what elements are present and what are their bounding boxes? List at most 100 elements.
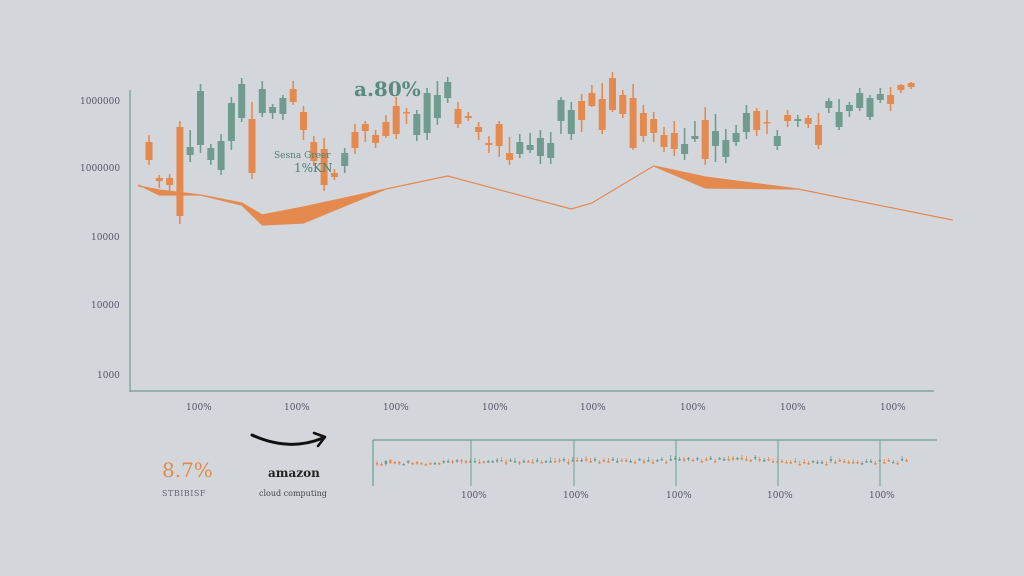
- mini-x-tick-label: 100%: [563, 491, 589, 501]
- mini-x-tick-label: 100%: [869, 491, 895, 501]
- candle-body: [753, 111, 761, 130]
- candle: [789, 460, 793, 464]
- candle: [883, 459, 886, 464]
- candle: [860, 461, 864, 465]
- main-candlestick-chart: 1000000 1000000 10000 10000 1000 100% 10…: [80, 72, 953, 413]
- candle-body: [413, 114, 421, 135]
- candle: [482, 461, 485, 464]
- candle: [731, 456, 735, 461]
- candle: [544, 460, 548, 463]
- mini-candles: [375, 455, 908, 466]
- y-tick-label: 10000: [91, 233, 120, 243]
- candle-body: [742, 113, 750, 132]
- candle-body: [320, 149, 328, 185]
- candle-body: [415, 462, 419, 464]
- candle-body: [829, 459, 833, 461]
- candle: [509, 458, 512, 462]
- candle-body: [433, 463, 437, 465]
- candle-body: [678, 459, 681, 461]
- candle-body: [584, 459, 588, 461]
- candle-body: [382, 122, 390, 136]
- candle-body: [651, 462, 655, 464]
- candle: [869, 459, 873, 463]
- candle-body: [874, 463, 877, 465]
- candle-body: [351, 132, 359, 148]
- candle: [845, 102, 853, 117]
- candle-body: [865, 461, 868, 463]
- candle: [485, 136, 493, 153]
- candle: [475, 122, 483, 140]
- mini-dividers: [470, 440, 881, 486]
- candle: [722, 457, 726, 461]
- candle-body: [907, 83, 915, 87]
- x-tick-label: 100%: [186, 403, 212, 413]
- candle-body: [166, 178, 174, 185]
- candle-body: [869, 461, 873, 463]
- candle: [660, 457, 663, 461]
- candle-body: [773, 136, 781, 146]
- candle-body: [714, 461, 717, 463]
- candle-body: [758, 459, 761, 461]
- candle-body: [406, 461, 410, 463]
- candle: [712, 114, 719, 162]
- candle-body: [892, 462, 895, 464]
- candle: [767, 457, 770, 461]
- candle-body: [145, 142, 153, 160]
- candle: [423, 88, 431, 140]
- candle-body: [878, 460, 882, 462]
- candle: [705, 457, 708, 461]
- candle-body: [451, 461, 454, 463]
- overlay-band-area: [138, 165, 953, 226]
- mini-candlestick-chart: 100% 100% 100% 100% 100%: [372, 439, 937, 501]
- candle: [866, 95, 874, 120]
- candle-body: [670, 133, 678, 149]
- candle-body: [896, 463, 899, 465]
- candle: [773, 130, 781, 150]
- candle: [248, 102, 256, 179]
- candle-body: [887, 95, 895, 104]
- candle-body: [625, 460, 628, 462]
- candle-body: [669, 459, 672, 461]
- candle-body: [700, 461, 704, 463]
- candle: [526, 133, 534, 153]
- candle: [413, 110, 421, 141]
- candle-body: [856, 462, 859, 464]
- candle: [516, 134, 524, 158]
- candle: [829, 456, 833, 463]
- headline-value: a.80%: [354, 77, 421, 101]
- candle: [279, 95, 287, 120]
- candle: [656, 459, 659, 462]
- candle: [310, 136, 318, 166]
- candle: [415, 461, 419, 465]
- candle-body: [731, 458, 735, 460]
- candle: [558, 458, 561, 463]
- candle: [549, 457, 552, 463]
- candle-body: [838, 460, 841, 462]
- candle-body: [776, 461, 779, 463]
- candle-body: [567, 462, 570, 464]
- candle: [851, 459, 855, 464]
- overlay-band: [138, 165, 953, 226]
- candle: [197, 84, 204, 153]
- candle-body: [460, 460, 463, 462]
- candle-body: [804, 118, 812, 124]
- kpi-label: STBIBISF: [162, 489, 206, 498]
- candle-body: [712, 131, 719, 146]
- candle: [536, 458, 539, 463]
- candle: [500, 457, 503, 462]
- candle-body: [547, 143, 555, 158]
- candle: [620, 458, 623, 462]
- candle-body: [785, 462, 788, 464]
- candle-body: [557, 100, 565, 121]
- candle-body: [500, 460, 503, 462]
- candle: [642, 459, 646, 464]
- candle-body: [526, 145, 534, 150]
- candle: [718, 457, 721, 460]
- candle-body: [361, 124, 369, 131]
- x-tick-label: 100%: [780, 403, 806, 413]
- candle-body: [856, 93, 864, 108]
- candle-body: [567, 110, 575, 134]
- candle: [732, 125, 740, 146]
- candle-body: [444, 82, 452, 98]
